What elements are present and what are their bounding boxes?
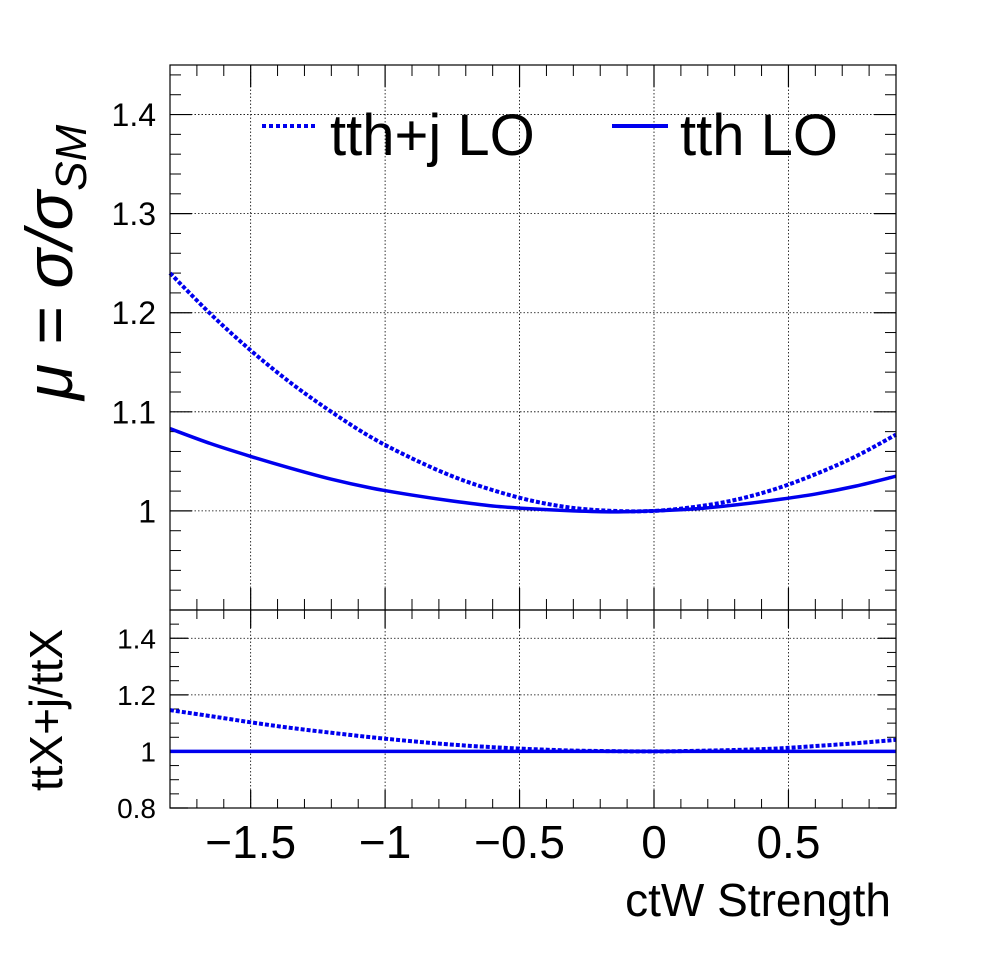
main-ytick-label-0: 1 (138, 493, 156, 529)
ratio-ytick-label-1: 1 (140, 737, 156, 768)
main-ytick-label-1: 1.1 (112, 394, 156, 430)
ratio-plot-frame (169, 609, 897, 809)
main-ylabel-subscript: SM (47, 124, 96, 190)
ratio-ytick-label-0: 0.8 (117, 793, 156, 824)
xtick-label-0: −1.5 (205, 816, 296, 868)
svg-text:μ = σ/σSM: μ = σ/σSM (12, 124, 96, 402)
ratio-series (169, 708, 897, 754)
main-series-dashed (168, 271, 897, 514)
xtick-label-3: 0 (641, 816, 667, 868)
main-series-solid (169, 427, 897, 514)
legend-label-solid: tth LO (680, 103, 838, 168)
ratio-ytick-label-2: 1.2 (117, 680, 156, 711)
main-ylabel-text: μ = σ/σ (12, 188, 86, 402)
main-series (168, 271, 897, 514)
xtick-label-4: 0.5 (756, 816, 820, 868)
main-ylabel: μ = σ/σSM (12, 124, 96, 402)
main-ytick-label-3: 1.3 (112, 196, 156, 232)
main-ytick-label-2: 1.2 (112, 295, 156, 331)
xtick-label-2: −0.5 (474, 816, 565, 868)
x-axis-label: ctW Strength (625, 874, 891, 926)
main-ytick-label-4: 1.4 (112, 97, 156, 133)
ratio-ytick-label-3: 1.4 (117, 623, 156, 654)
main-axis-ticks: 1 1.1 1.2 1.3 1.4 (112, 65, 897, 611)
ratio-ylabel: ttX+j/ttX (20, 629, 72, 791)
ratio-grid (170, 610, 896, 808)
xtick-label-1: −1 (359, 816, 411, 868)
ratio-axis-ticks: 0.8 1 1.2 1.4 −1.5 −1 −0.5 0 0.5 (117, 609, 897, 868)
ratio-series-dashed (169, 708, 897, 754)
legend: tth+j LO tth LO (262, 103, 838, 168)
legend-label-dashed: tth+j LO (330, 103, 535, 168)
